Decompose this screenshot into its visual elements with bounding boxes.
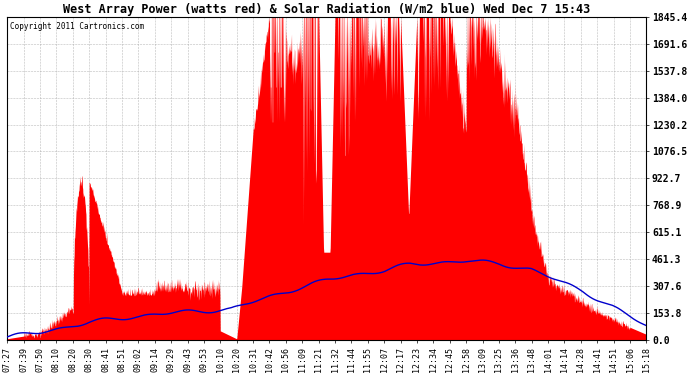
Text: Copyright 2011 Cartronics.com: Copyright 2011 Cartronics.com (10, 22, 145, 31)
Title: West Array Power (watts red) & Solar Radiation (W/m2 blue) Wed Dec 7 15:43: West Array Power (watts red) & Solar Rad… (63, 3, 591, 16)
